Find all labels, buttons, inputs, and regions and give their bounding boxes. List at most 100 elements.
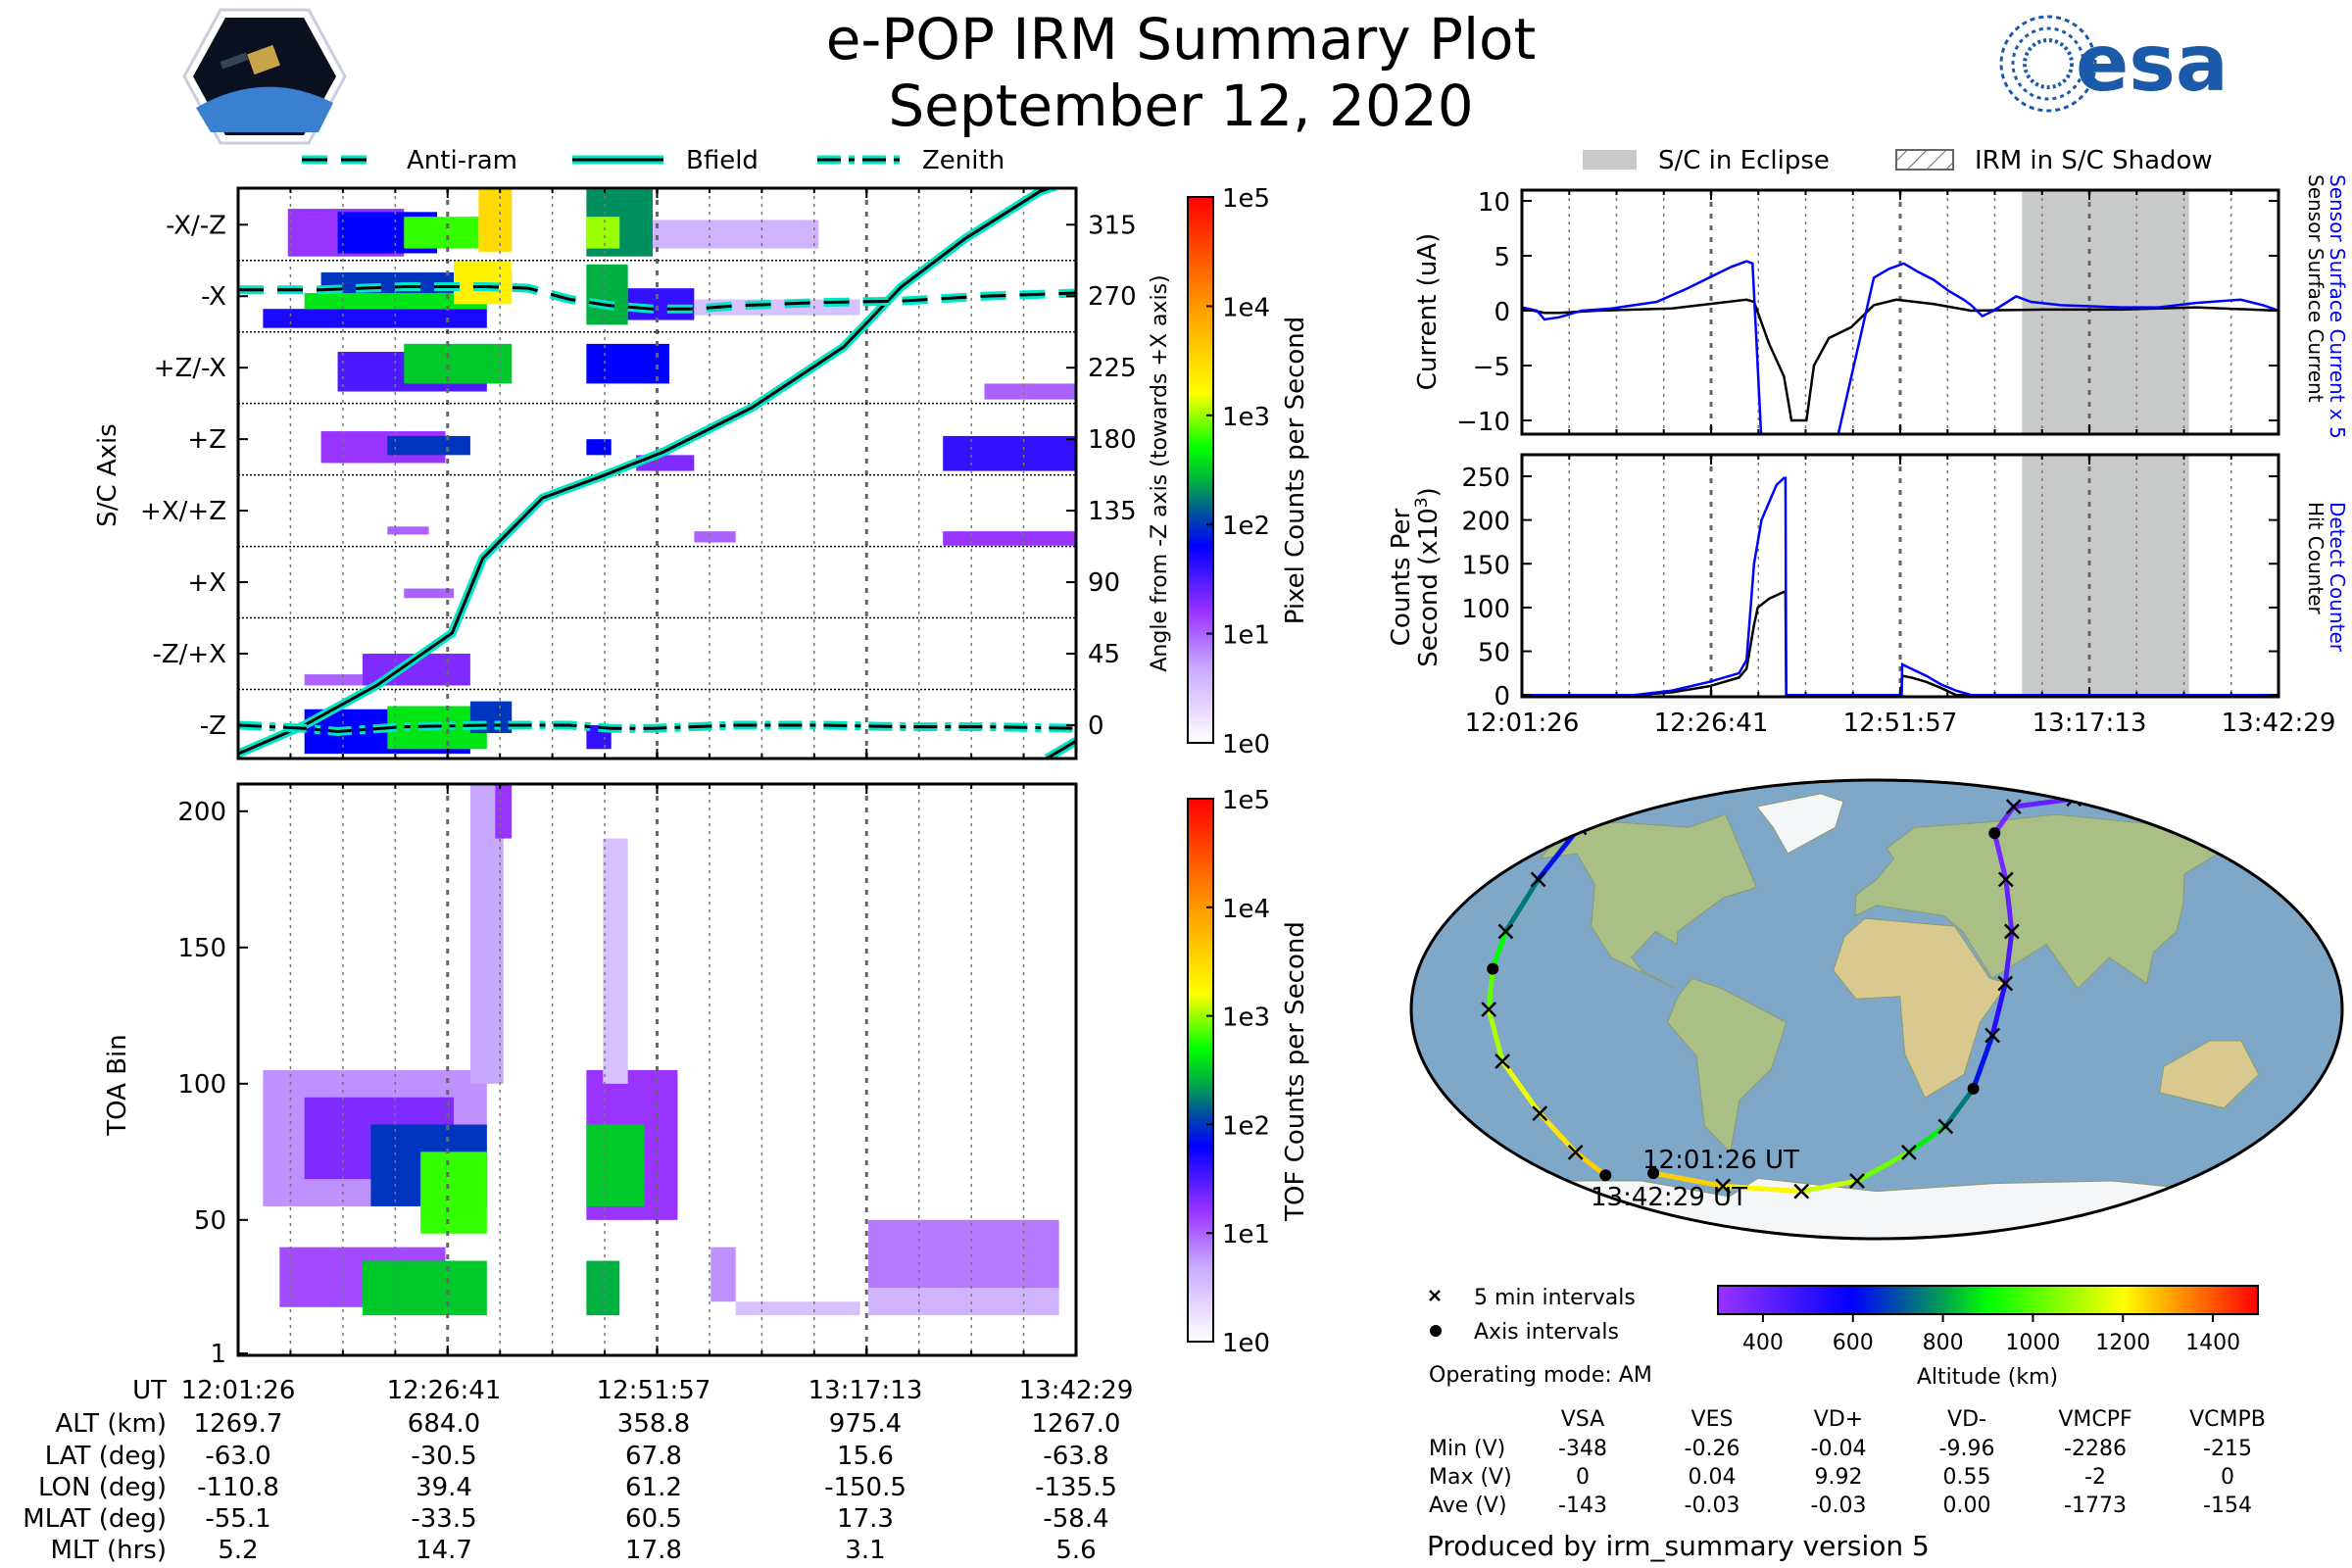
panel-frame — [1520, 453, 2280, 699]
five-min-marker — [1494, 1054, 1511, 1069]
counts-axis-label-2: Second (x103) — [1412, 487, 1444, 667]
voltage-cell: -0.03 — [1811, 1494, 1867, 1518]
y-tick-label: 0 — [1494, 298, 1510, 327]
orbit-table: UT 12:01:26 12:26:41 12:51:57 13:17:13 13:42:… — [23, 1376, 1133, 1565]
pixel-spectrogram-panel: -Z -Z/+X +X +X/+Z +Z +Z/-X -X -X/-Z 0 45 90 135 180 2… — [140, 186, 1137, 760]
orbit-cell: 17.3 — [837, 1504, 894, 1534]
sensor-current-x5-label: Sensor Surface Current x 5 — [2326, 174, 2349, 439]
five-min-marker — [1901, 1144, 1917, 1160]
voltage-header: VES — [1691, 1407, 1734, 1432]
y-tick-label: 200 — [1461, 508, 1510, 537]
plot-date: September 12, 2020 — [888, 73, 1473, 139]
series-bfield-wrapped- — [1046, 739, 1076, 759]
x-tick-label: 13:42:29 — [2222, 709, 2336, 738]
orbit-segment — [1486, 966, 1495, 1012]
five-min-marker — [2005, 799, 2022, 815]
current-axis-label: Current (uA) — [1413, 233, 1443, 390]
orbit-segment — [1854, 1150, 1912, 1184]
orbit-row-label: LON (deg) — [38, 1473, 167, 1502]
panel-frame — [236, 782, 1078, 1357]
angle-tick-label: 135 — [1088, 497, 1137, 526]
counts-colorbar — [1187, 196, 1214, 744]
series-sensor-surface-current-x-5 — [1522, 260, 2278, 434]
five-min-marker — [2003, 923, 2020, 940]
orbit-segment — [1490, 928, 1508, 972]
toa-tick-label: 200 — [177, 798, 226, 827]
voltage-cell: 0.55 — [1943, 1465, 1991, 1490]
orbit-segment — [2003, 876, 2015, 934]
voltage-row-label: Max (V) — [1429, 1465, 1512, 1490]
pixel-colorbar-label: Pixel Counts per Second — [1281, 317, 1310, 625]
legend-anti-ram: Anti-ram — [407, 146, 517, 175]
continent-south-america — [1666, 977, 1788, 1153]
orbit-cell: -110.8 — [197, 1473, 279, 1502]
voltage-cell: 0.04 — [1689, 1465, 1737, 1490]
orbit-segment — [1991, 830, 2009, 882]
operating-mode: Operating mode: AM — [1429, 1363, 1652, 1388]
guide-lines — [238, 188, 1076, 759]
angle-tick-label: 45 — [1088, 640, 1120, 669]
axis-interval-marker — [1647, 1167, 1660, 1180]
series-group — [1522, 260, 2278, 434]
continent-north-america — [1539, 813, 1757, 990]
angle-tick-label: 315 — [1088, 211, 1137, 240]
y-tick-label: 150 — [1461, 551, 1510, 580]
spectrogram-cell — [586, 1124, 645, 1206]
altitude-tick-label: 600 — [1833, 1331, 1874, 1355]
y-tick-label: 5 — [1494, 243, 1510, 272]
plot-title: e-POP IRM Summary Plot — [826, 6, 1537, 73]
spectrogram-cell — [387, 435, 470, 456]
five-min-marker — [1984, 1027, 2000, 1044]
altitude-tick-label: 400 — [1742, 1331, 1784, 1355]
voltage-cell: -2 — [2084, 1465, 2106, 1490]
spectrogram-cell — [943, 531, 1076, 546]
five-min-marker — [1570, 793, 1587, 809]
sc-axis-label: S/C Axis — [93, 423, 122, 527]
esa-logo-text: esa — [2076, 18, 2229, 109]
voltage-cell: 0 — [1576, 1465, 1590, 1490]
orbit-row-label: MLAT (deg) — [23, 1504, 167, 1534]
x-tick-label: 13:17:13 — [2033, 709, 2147, 738]
axis-interval-marker — [1599, 1169, 1612, 1182]
colorbar-tick-label: 1e3 — [1222, 1004, 1270, 1033]
five-min-marker — [1997, 871, 2014, 888]
y-tick-label: 100 — [1461, 595, 1510, 624]
y-tick-label: 50 — [1478, 639, 1510, 668]
orbit-cell: -135.5 — [1035, 1473, 1117, 1502]
orbit-segment — [1906, 1123, 1948, 1155]
legend-shadow: IRM in S/C Shadow — [1975, 146, 2213, 175]
sc-axis-tick-label: -Z/+X — [152, 640, 226, 669]
sc-axis-tick-label: +Z — [187, 425, 226, 455]
footer-version: Produced by irm_summary version 5 — [1427, 1530, 1930, 1562]
spectrogram-cell — [495, 784, 513, 839]
orbit-cell: -30.5 — [411, 1442, 476, 1471]
colorbar-tick-label: 1e0 — [1222, 730, 1270, 760]
orbit-segment — [1989, 980, 2008, 1039]
orbit-cell: 3.1 — [845, 1536, 885, 1565]
x-tick-label: 12:51:57 — [1843, 709, 1958, 738]
orbit-cell: 12:26:41 — [387, 1376, 502, 1405]
spectrogram-cell — [586, 217, 620, 249]
tof-spectrogram-panel: 200 150 100 50 1 — [177, 782, 1078, 1369]
orbit-cell: -58.4 — [1043, 1504, 1108, 1534]
spectrogram-cell — [603, 838, 628, 1084]
orbit-segment — [1798, 1178, 1860, 1195]
left-legend: Anti-ram Bfield Zenith — [302, 146, 1004, 175]
spectrogram-cell — [943, 435, 1076, 471]
panel-frame — [1520, 188, 2280, 436]
orbit-segment — [1576, 799, 1583, 830]
panel-frame — [236, 186, 1078, 760]
toa-bin-label: TOA Bin — [103, 1034, 132, 1136]
voltage-cell: -348 — [1558, 1437, 1607, 1461]
altitude-colorbar — [1717, 1285, 2259, 1315]
orbit-row-label: MLT (hrs) — [51, 1536, 168, 1565]
angle-tick-label: 225 — [1088, 354, 1137, 383]
sc-axis-tick-label: -X/-Z — [166, 211, 226, 240]
five-min-marker — [1793, 1183, 1810, 1200]
spectrogram-cell — [694, 531, 736, 543]
orbit-segment — [2002, 928, 2015, 986]
counts-axis-label-1: Counts Per — [1387, 508, 1416, 646]
colorbar-tick-label: 1e1 — [1222, 1220, 1270, 1250]
five-min-marker — [1849, 1173, 1865, 1189]
spectrogram-cell — [586, 1260, 620, 1316]
